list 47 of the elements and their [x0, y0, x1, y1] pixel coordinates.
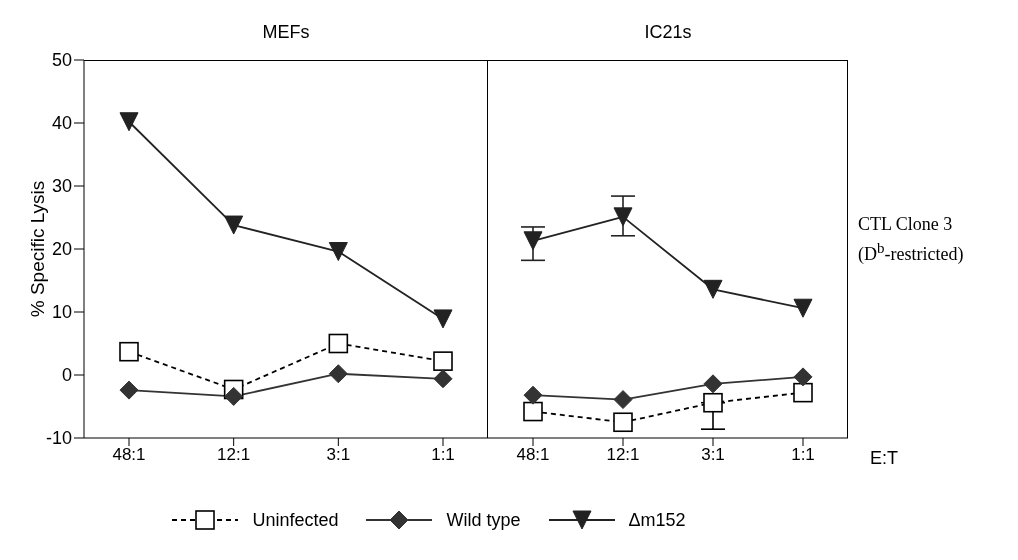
point [703, 374, 723, 394]
point [613, 390, 633, 410]
point [224, 215, 244, 235]
x-tick-label: 3:1 [326, 445, 351, 465]
point [328, 333, 349, 354]
point [523, 385, 543, 405]
legend-label: Uninfected [252, 509, 339, 531]
point [793, 367, 813, 387]
legend-label: Wild type [446, 509, 521, 531]
text: (D$^{b}$-restricted) [858, 240, 964, 265]
y-axis-title: % Specific Lysis [27, 180, 49, 318]
point [433, 309, 453, 329]
chart-title: IC21s [643, 22, 693, 43]
x-tick-label: 48:1 [112, 445, 146, 465]
point [613, 412, 633, 433]
point [328, 242, 348, 262]
point [793, 382, 813, 403]
point [433, 369, 453, 389]
point [793, 298, 813, 318]
point [433, 351, 453, 371]
y-tick-label: 0 [61, 365, 72, 386]
y-tick-label: 10 [51, 302, 72, 323]
x-tick-label: 3:1 [701, 445, 725, 465]
y-tick-label: 50 [51, 50, 72, 71]
y-tick-label: 20 [51, 239, 72, 260]
point [119, 112, 139, 132]
point [523, 401, 543, 422]
point [119, 341, 139, 362]
y-tick-label: -10 [45, 428, 72, 449]
text: CTL Clone 3 [858, 214, 953, 235]
point [523, 231, 543, 251]
point [119, 380, 139, 400]
y-tick-label: 40 [51, 113, 72, 134]
x-tick-label: 1:1 [431, 445, 455, 465]
point [703, 392, 723, 413]
point [613, 207, 633, 227]
chart-title: MEFs [261, 22, 311, 43]
point [224, 386, 244, 406]
x-tick-label: 12:1 [217, 445, 251, 465]
legend-label: Δm152 [628, 509, 686, 531]
x-tick-label: 48:1 [516, 445, 550, 465]
x-tick-label: 1:1 [791, 445, 815, 465]
x-tick-label: 12:1 [606, 445, 640, 465]
x-axis-title: E:T [870, 448, 899, 469]
point [703, 279, 723, 299]
point [328, 364, 348, 384]
y-tick-label: 30 [51, 176, 72, 197]
